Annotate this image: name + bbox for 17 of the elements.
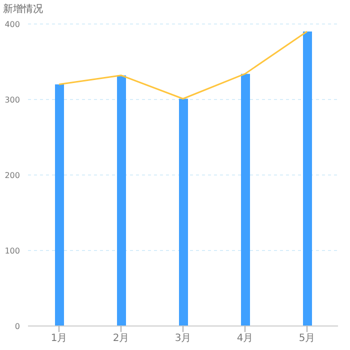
- y-tick-label: 200: [4, 170, 20, 180]
- y-tick-label: 400: [4, 20, 20, 29]
- x-tick-label: 5月: [298, 333, 316, 344]
- x-tick-label: 2月: [112, 333, 130, 344]
- x-tick-label: 4月: [236, 333, 254, 344]
- bar: [117, 75, 126, 326]
- x-tick-label: 3月: [174, 333, 192, 344]
- line-series: [58, 30, 308, 100]
- y-tick-label: 300: [4, 95, 20, 104]
- x-tick-label: 1月: [50, 333, 68, 344]
- bar: [55, 84, 64, 326]
- y-tick-label: 0: [14, 322, 20, 331]
- bar: [303, 32, 312, 326]
- chart-title: 新增情况: [3, 2, 43, 16]
- y-tick-label: 100: [4, 246, 20, 256]
- bar: [179, 98, 188, 326]
- bar: [241, 74, 250, 326]
